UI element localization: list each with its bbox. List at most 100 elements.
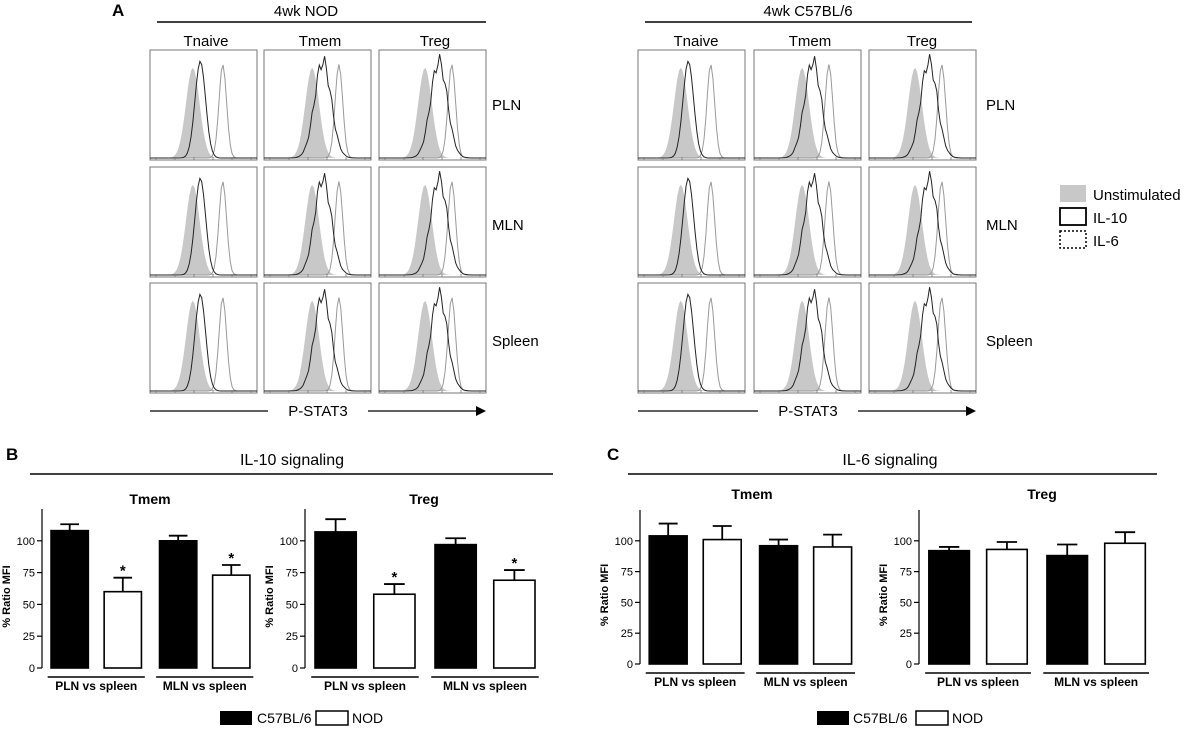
histogram-frame — [637, 49, 746, 161]
il10-histogram — [379, 171, 486, 276]
row-label-spleen-nod: Spleen — [492, 333, 539, 350]
col-header-tmem-nod: Tmem — [299, 33, 342, 50]
row-label-mln-nod: MLN — [492, 217, 524, 234]
bar-chart-c-tmem: Tmem 0 25 50 75 100 % Ratio MFI PLN vs spleen ML… — [599, 486, 856, 689]
y-tick-label: 75 — [286, 568, 298, 580]
legend-label-unstimulated: Unstimulated — [1093, 187, 1181, 204]
unstimulated-histogram — [379, 184, 486, 275]
bar-chart-b-tmem: Tmem 0 25 50 75 100 % Ratio MFI * PLN vs spleen *… — [1, 491, 254, 693]
histogram-panel — [378, 166, 487, 278]
y-tick-label: 100 — [615, 536, 633, 548]
bottom-legend-swatch-nod-c — [915, 710, 949, 726]
y-axis-label: % Ratio MFI — [878, 564, 890, 626]
unstimulated-histogram — [638, 67, 745, 158]
bar-chart-b-treg: Treg 0 25 50 75 100 % Ratio MFI * PLN vs spleen *… — [264, 491, 539, 693]
histogram-panel — [637, 49, 746, 161]
bottom-legend-swatch-b6-c — [817, 711, 849, 725]
category-label: PLN vs spleen — [654, 675, 736, 689]
il10-histogram — [379, 287, 486, 392]
histogram-panel — [149, 166, 258, 278]
histogram-panel — [378, 49, 487, 161]
pstat3-label-b6: P-STAT3 — [778, 403, 837, 420]
group-title-nod: 4wk NOD — [274, 3, 338, 20]
y-tick-label: 75 — [900, 567, 912, 579]
il10-histogram — [869, 171, 976, 276]
bar-c57bl6-mln — [434, 543, 478, 669]
legend-label-il10: IL-10 — [1093, 210, 1127, 227]
unstimulated-histogram — [869, 67, 976, 158]
bar-charts: Tmem 0 25 50 75 100 % Ratio MFI * PLN vs spleen *… — [1, 486, 1150, 693]
y-tick-label: 75 — [621, 567, 633, 579]
histogram-panel — [149, 282, 258, 394]
bar-c57bl6-mln — [758, 544, 799, 665]
bar-c57bl6-mln — [1046, 554, 1089, 665]
panel-label-c: C — [607, 445, 619, 464]
unstimulated-histogram — [264, 67, 371, 158]
y-tick-label: 50 — [286, 599, 298, 611]
col-header-treg-b6: Treg — [907, 33, 937, 50]
histogram-grid — [149, 49, 977, 394]
bottom-legend-label-b6-b: C57BL/6 — [257, 710, 312, 726]
il10-histogram — [264, 289, 371, 392]
unstimulated-histogram — [869, 184, 976, 275]
y-tick-label: 50 — [621, 597, 633, 609]
unstimulated-histogram — [754, 184, 861, 275]
y-tick-label: 25 — [621, 628, 633, 640]
y-tick-label: 0 — [29, 663, 35, 675]
chart-title: Tmem — [731, 486, 772, 502]
histogram-panel — [263, 166, 372, 278]
il10-histogram — [638, 293, 745, 392]
panel-c-title: IL-6 signaling — [842, 452, 937, 469]
significance-star: * — [120, 563, 126, 580]
y-tick-label: 25 — [286, 631, 298, 643]
bottom-legend-label-b6-c: C57BL/6 — [853, 710, 908, 726]
y-tick-label: 100 — [280, 536, 298, 548]
il10-histogram — [869, 54, 976, 159]
y-axis-label: % Ratio MFI — [264, 565, 276, 627]
histogram-panel — [753, 49, 862, 161]
il10-histogram — [264, 56, 371, 159]
category-label: MLN vs spleen — [163, 679, 247, 693]
il10-histogram — [638, 60, 745, 159]
row-label-mln-b6: MLN — [986, 217, 1018, 234]
category-label: MLN vs spleen — [1054, 675, 1138, 689]
bar-nod-pln — [702, 538, 743, 665]
chart-title: Treg — [409, 491, 439, 507]
panel-b-title: IL-10 signaling — [240, 452, 344, 469]
panel-label-b: B — [6, 445, 18, 464]
legend-label-il6: IL-6 — [1093, 233, 1119, 250]
unstimulated-histogram — [638, 184, 745, 275]
col-header-tmem-b6: Tmem — [789, 33, 832, 50]
chart-title: Treg — [1027, 486, 1057, 502]
il10-histogram — [754, 173, 861, 276]
arrow-icon — [966, 406, 976, 416]
unstimulated-histogram — [264, 184, 371, 275]
bottom-legend-label-nod-c: NOD — [952, 710, 983, 726]
histogram-panel — [868, 49, 977, 161]
y-tick-label: 100 — [894, 536, 912, 548]
legend-swatch-unstimulated — [1060, 185, 1086, 202]
bottom-legend-swatch-b6-b — [220, 711, 252, 725]
bar-c57bl6-pln — [648, 535, 688, 665]
y-tick-label: 100 — [17, 536, 35, 548]
unstimulated-histogram — [150, 67, 257, 158]
arrow-icon — [476, 406, 486, 416]
chart-title: Tmem — [129, 491, 170, 507]
category-label: PLN vs spleen — [55, 679, 137, 693]
significance-star: * — [391, 569, 397, 586]
bar-nod-mln — [812, 546, 853, 665]
y-tick-label: 75 — [23, 568, 35, 580]
pstat3-label-nod: P-STAT3 — [288, 403, 347, 420]
unstimulated-histogram — [754, 67, 861, 158]
y-tick-label: 0 — [627, 659, 633, 671]
histogram-panel — [637, 166, 746, 278]
category-label: PLN vs spleen — [324, 679, 406, 693]
panel-label-a: A — [112, 1, 124, 20]
y-tick-label: 0 — [906, 659, 912, 671]
significance-star: * — [228, 550, 234, 567]
histogram-panel — [149, 49, 258, 161]
unstimulated-histogram — [150, 184, 257, 275]
bar-nod-pln — [372, 593, 416, 669]
unstimulated-histogram — [638, 300, 745, 391]
